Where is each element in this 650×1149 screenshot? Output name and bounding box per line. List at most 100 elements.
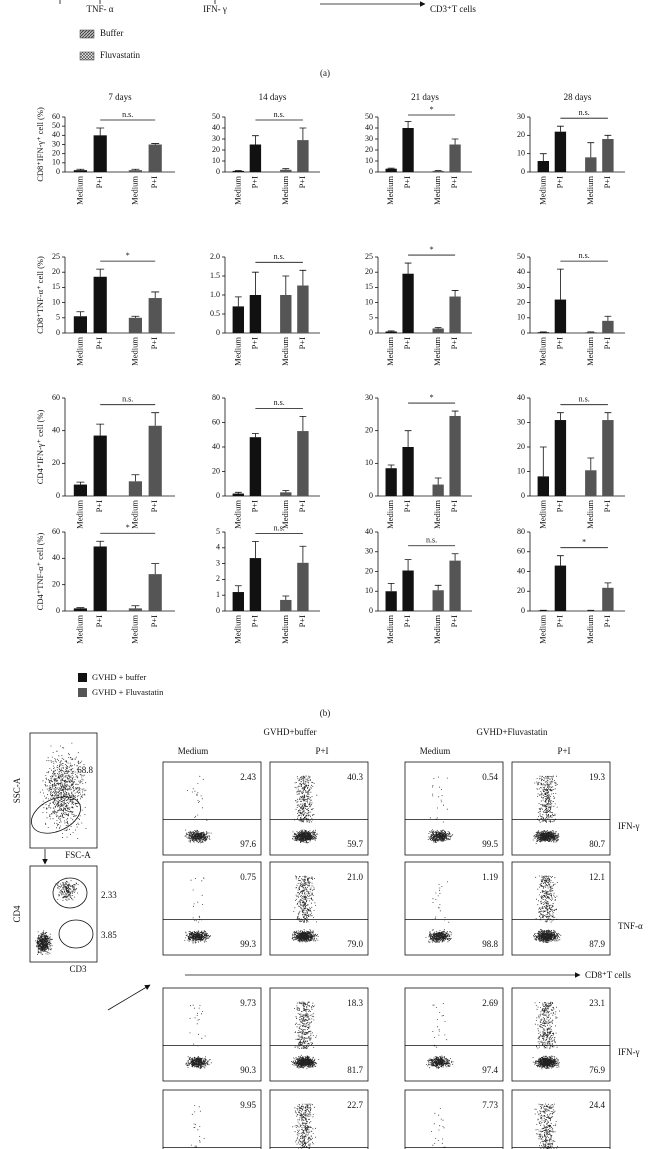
gate-percent: 12.1 [589,872,605,882]
error-bar [151,412,160,426]
x-tick-label: Medium [385,615,395,644]
gate [52,877,88,909]
error-bar [451,138,459,145]
x-tick-label: Medium [537,337,547,366]
x-tick-label: P+I [402,176,412,189]
error-bar [131,605,140,609]
x-tick-label: P+I [94,337,104,350]
error-bar [556,268,564,300]
legend-label: Fluvastatin [100,50,140,60]
error-bar [282,595,290,600]
y-tick-label: 50 [365,112,373,121]
bar [402,447,414,496]
x-tick-label: Medium [280,615,290,644]
caption: (a) [320,68,330,78]
gate-percent: 2.33 [101,890,117,900]
y-tick-label: 1 [216,590,220,599]
error-bar [387,330,395,332]
y-tick-label: 60 [212,417,220,426]
x-tick-label: Medium [432,337,442,366]
gate-percent: 2.69 [482,998,498,1008]
error-bar [387,582,395,592]
significance-label: * [430,245,434,254]
x-tick-label: P+I [297,500,307,513]
y-tick-label: 20 [517,297,525,306]
bar [602,320,614,333]
error-bar [404,121,412,128]
y-tick-label: 0 [369,328,373,337]
bar [232,592,244,611]
flow-plot [511,761,611,856]
error-bar [251,541,259,559]
y-tick-label: 0 [521,167,525,176]
error-bar [434,584,442,591]
error-bar [151,563,160,575]
error-bar [604,582,612,588]
bar [93,135,107,172]
error-bar [131,474,140,482]
y-tick-label: 30 [365,393,373,402]
x-tick-label: Medium [129,500,139,529]
y-tick-label: 20 [52,148,60,157]
flow-dots [35,930,53,955]
y-tick-label: 50 [517,252,525,261]
y-tick-label: 5 [56,313,60,322]
x-tick-label: Medium [385,500,395,529]
bar [249,144,262,172]
y-tick-label: 2.0 [210,252,220,261]
bar [148,298,162,333]
x-tick-label: Medium [432,176,442,205]
flow-dots [291,875,319,943]
bar [93,276,107,333]
y-tick-label: 25 [365,252,373,261]
error-bar [299,415,307,432]
significance-label: n.s. [274,252,285,261]
significance-label: n.s. [274,398,285,407]
x-tick-label: Medium [537,176,547,205]
y-tick-label: 40 [365,123,373,132]
condition-header: Medium [420,746,451,756]
y-tick-label: 40 [52,425,60,434]
y-tick-label: 40 [517,267,525,276]
flow-plot [404,761,504,856]
y-tick-label: 0 [216,606,220,615]
x-tick-label: P+I [449,500,459,513]
x-tick-label: P+I [554,176,564,189]
chart-title: 21 days [411,92,439,102]
significance-label: n.s. [122,395,133,404]
significance-label: n.s. [274,110,285,119]
significance-label: n.s. [579,251,590,260]
x-tick-label: Medium [232,176,242,205]
y-tick-label: 0 [369,491,373,500]
bar [297,562,309,611]
error-bar [299,545,307,563]
gate-percent: 97.6 [240,839,256,849]
chart-title: 7 days [108,92,132,102]
y-tick-label: 0 [521,328,525,337]
flow-plot [511,861,611,956]
x-tick-label: Medium [537,500,547,529]
flow-plot [404,861,504,956]
error-bar [556,412,564,421]
y-tick-label: 20 [365,267,373,276]
gate-percent: 99.5 [482,839,498,849]
y-tick-label: 30 [52,139,60,148]
y-tick-label: 30 [212,134,220,143]
gate-percent: 9.73 [240,998,256,1008]
bar [93,435,107,496]
flow-dots [55,877,79,901]
y-tick-label: 20 [212,145,220,154]
significance-label: n.s. [426,536,437,545]
bar [554,131,567,172]
y-axis-label: CD4⁺TNF-α⁺ cell (%) [35,533,45,611]
error-bar [299,127,307,141]
x-tick-label: P+I [249,500,259,513]
bar [602,420,614,496]
y-tick-label: 0 [56,167,60,176]
x-tick-label: P+I [149,337,159,350]
x-tick-label: P+I [449,615,459,628]
flow-plot [269,861,369,956]
y-tick-label: 20 [52,458,60,467]
error-bar [234,169,242,171]
error-bar [76,168,85,171]
